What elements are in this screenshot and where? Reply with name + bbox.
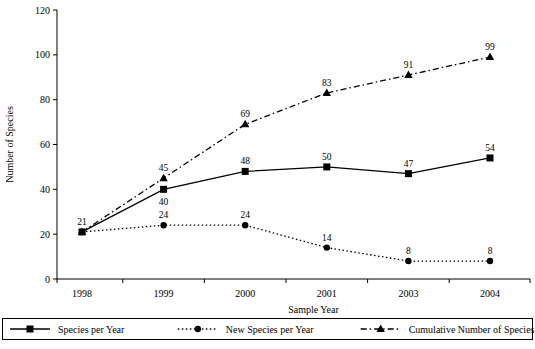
series-marker xyxy=(405,258,411,264)
series-marker xyxy=(323,163,330,170)
series-marker xyxy=(160,222,166,228)
y-tick-label: 100 xyxy=(35,49,50,60)
data-label: 14 xyxy=(322,233,332,243)
data-label: 45 xyxy=(159,163,169,173)
x-tick-label: 2001 xyxy=(317,288,337,299)
chart-svg: 0 20 40 60 80 100 120 1998 1999 2000 2001 2003 2004 N… xyxy=(0,0,535,349)
series-marker xyxy=(159,174,167,182)
legend-marker xyxy=(195,326,201,332)
series-marker xyxy=(241,120,249,128)
series-marker xyxy=(323,88,331,96)
y-tick xyxy=(53,99,57,100)
y-tick-label: 20 xyxy=(40,229,50,240)
y-tick-label: 40 xyxy=(40,184,50,195)
legend-marker xyxy=(376,325,384,333)
x-tick-label: 2004 xyxy=(480,288,500,299)
legend-label: Species per Year xyxy=(58,324,125,335)
x-tick-label: 1999 xyxy=(154,288,174,299)
data-label: 21 xyxy=(77,217,87,227)
series-marker xyxy=(79,228,86,235)
series-marker xyxy=(160,186,167,193)
series-marker xyxy=(487,154,494,161)
x-tick xyxy=(530,279,531,283)
data-label: 8 xyxy=(406,246,411,256)
y-tick xyxy=(53,279,57,280)
data-label: 8 xyxy=(488,246,493,256)
data-label: 47 xyxy=(404,159,414,169)
y-tick xyxy=(53,234,57,235)
x-tick xyxy=(57,279,58,283)
data-label: 69 xyxy=(240,109,250,119)
x-tick xyxy=(449,279,450,283)
data-label: 99 xyxy=(485,42,495,52)
series-marker xyxy=(404,71,412,79)
series-marker xyxy=(242,168,249,175)
data-label: 24 xyxy=(240,210,250,220)
data-label: 40 xyxy=(159,197,169,207)
series-line xyxy=(82,57,490,232)
legend-marker xyxy=(27,326,34,333)
series-line xyxy=(82,225,490,261)
y-tick-label: 120 xyxy=(35,5,50,16)
series-marker xyxy=(405,170,412,177)
legend-label: New Species per Year xyxy=(226,324,314,335)
x-axis-title: Sample Year xyxy=(288,304,339,315)
data-label: 24 xyxy=(159,210,169,220)
data-label: 48 xyxy=(240,156,250,166)
x-axis xyxy=(57,279,530,280)
data-labels: 21 40 48 50 47 54 24 24 14 8 8 45 69 83 91 99 xyxy=(77,42,495,256)
legend: Species per Year New Species per Year Cumu… xyxy=(3,319,535,340)
series-marker xyxy=(486,53,494,61)
y-tick xyxy=(53,10,57,11)
x-tick-label: 2003 xyxy=(398,288,418,299)
x-tick xyxy=(367,279,368,283)
series-marker xyxy=(324,244,330,250)
series-line xyxy=(82,158,490,232)
y-tick xyxy=(53,144,57,145)
y-tick-label: 80 xyxy=(40,94,50,105)
series-marker xyxy=(242,222,248,228)
data-label: 50 xyxy=(322,152,332,162)
data-label: 83 xyxy=(322,78,332,88)
data-label: 54 xyxy=(485,143,495,153)
y-tick-label: 60 xyxy=(40,139,50,150)
x-tick xyxy=(204,279,205,283)
series-marker xyxy=(78,227,86,235)
x-tick xyxy=(286,279,287,283)
chart-container: 0 20 40 60 80 100 120 1998 1999 2000 2001 2003 2004 N… xyxy=(0,0,535,349)
x-tick xyxy=(122,279,123,283)
legend-label: Cumulative Number of Species xyxy=(409,324,535,335)
y-tick xyxy=(53,54,57,55)
y-tick-label: 0 xyxy=(45,274,50,285)
series-marker xyxy=(487,258,493,264)
y-tick xyxy=(53,189,57,190)
plot-marks xyxy=(78,53,494,265)
x-tick-label: 1998 xyxy=(72,288,92,299)
data-label: 91 xyxy=(404,60,414,70)
y-axis-title: Number of Species xyxy=(4,106,15,183)
x-tick-label: 2000 xyxy=(235,288,255,299)
